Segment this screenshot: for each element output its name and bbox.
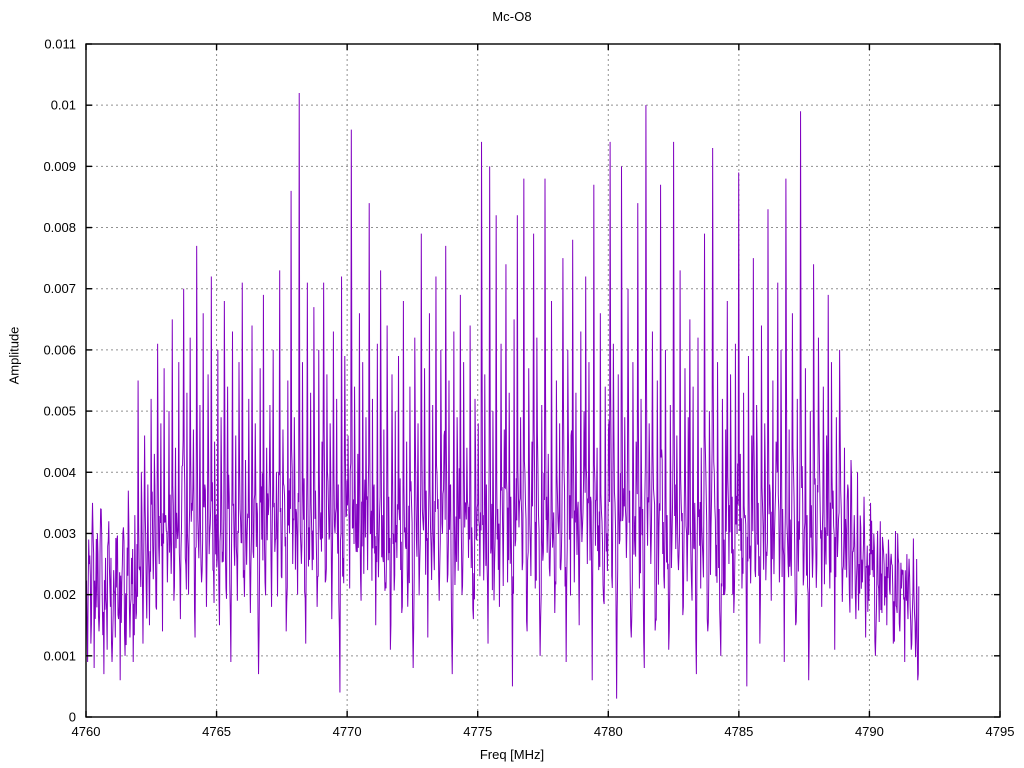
y-tick-label: 0.001 [43, 648, 76, 663]
y-tick-label: 0.011 [44, 37, 76, 52]
axis-tick-labels: 0 0.001 0.002 0.003 0.004 0.005 0.006 0.007 0.00… [43, 37, 1014, 740]
axis-ticks [85, 43, 1001, 718]
x-tick-label: 4770 [333, 724, 362, 739]
y-tick-label: 0.005 [43, 404, 76, 419]
data-series-layer [85, 92, 920, 699]
x-tick-label: 4790 [855, 724, 884, 739]
y-tick-label: 0.009 [43, 159, 76, 174]
x-tick-label: 4775 [463, 724, 492, 739]
y-tick-label: 0.003 [43, 526, 76, 541]
x-tick-label: 4765 [202, 724, 231, 739]
plot-border [85, 43, 1001, 718]
y-tick-label: 0.006 [43, 342, 76, 357]
y-tick-label: 0.004 [43, 465, 76, 480]
y-axis-label: Amplitude [6, 326, 22, 385]
chart-title: Mc-O8 [492, 9, 532, 24]
data-series-path [85, 92, 920, 699]
x-tick-label: 4785 [724, 724, 753, 739]
y-tick-label: 0.01 [51, 98, 76, 113]
x-tick-label: 4795 [986, 724, 1015, 739]
y-tick-label: 0.008 [43, 220, 76, 235]
x-tick-label: 4780 [594, 724, 623, 739]
x-axis-label: Freq [MHz] [479, 747, 545, 762]
y-tick-label: 0.002 [43, 587, 76, 602]
gridlines [86, 44, 1000, 717]
y-tick-label: 0 [69, 710, 76, 725]
plot-frame [85, 43, 1001, 718]
x-tick-label: 4760 [72, 724, 101, 739]
y-tick-label: 0.007 [43, 281, 76, 296]
